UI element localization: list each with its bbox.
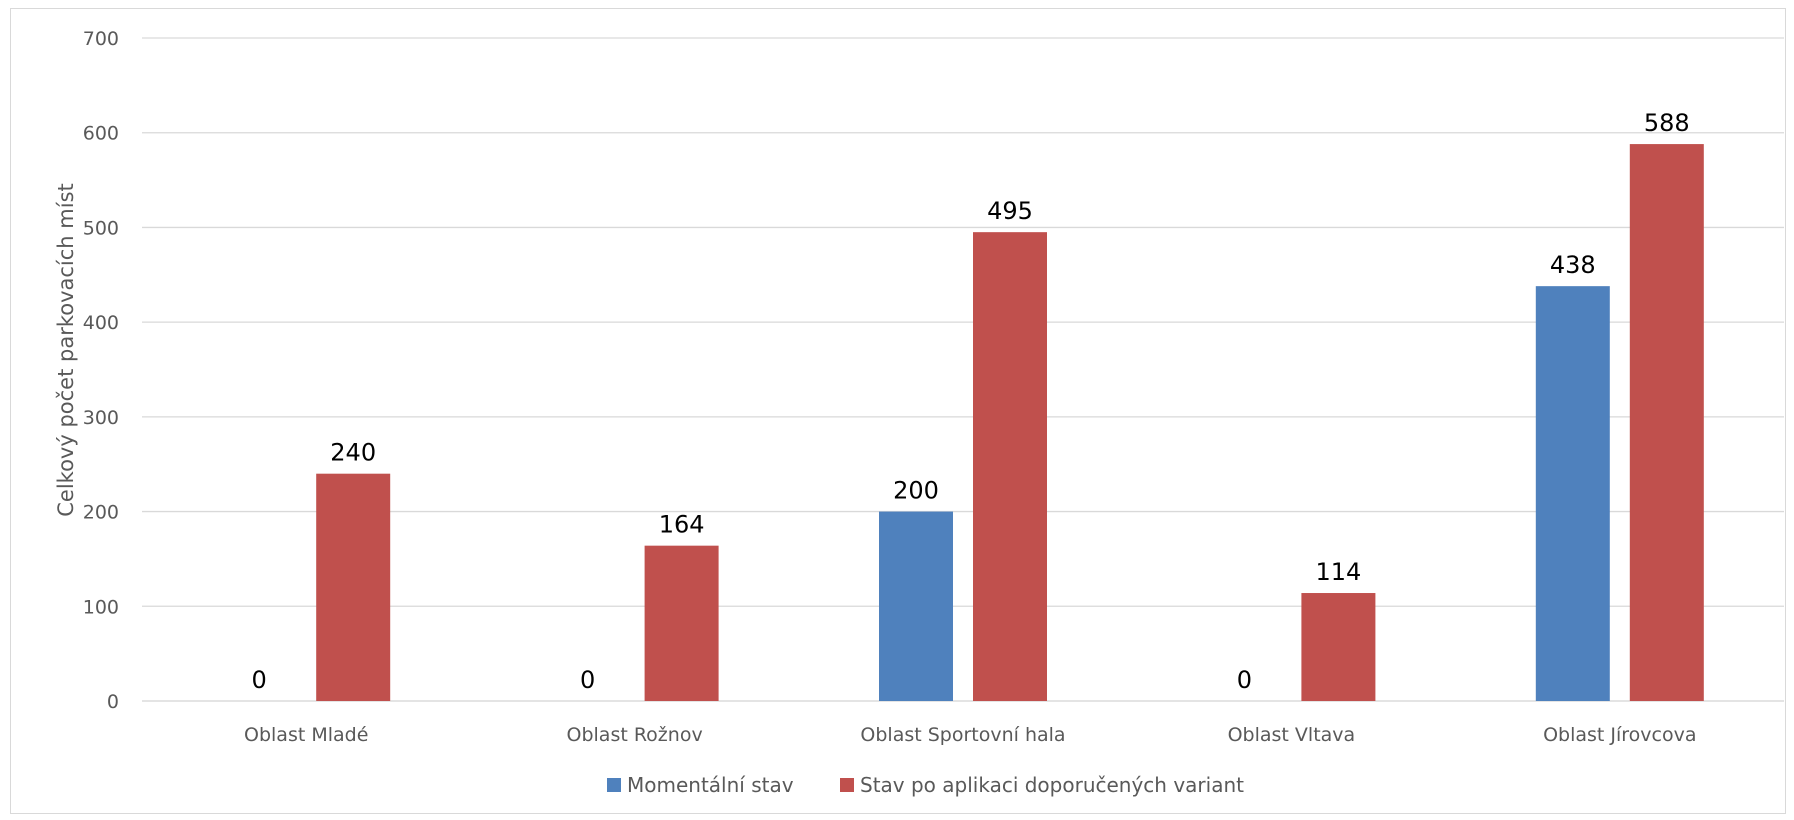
bar — [1301, 593, 1375, 701]
y-axis-title: Celkový počet parkovacích míst — [54, 183, 78, 517]
bar — [879, 512, 953, 701]
data-label: 200 — [893, 477, 939, 505]
y-tick-label: 400 — [83, 312, 119, 334]
x-tick-label: Oblast Sportovní hala — [860, 724, 1065, 746]
bar — [645, 546, 719, 701]
x-tick-label: Oblast Jírovcova — [1543, 724, 1696, 746]
legend-swatch — [607, 778, 621, 792]
data-label: 114 — [1315, 558, 1361, 586]
data-label: 588 — [1644, 109, 1690, 137]
x-axis-ticks: Oblast Mladé Oblast Rožnov Oblast Sportovn… — [244, 724, 1697, 746]
data-label: 240 — [330, 439, 376, 467]
bar — [316, 474, 390, 701]
bar — [1536, 286, 1610, 701]
data-label: 0 — [580, 666, 595, 694]
legend: Momentální stav Stav po aplikaci doporuče… — [607, 773, 1244, 797]
y-tick-label: 200 — [83, 502, 119, 524]
y-tick-label: 0 — [107, 691, 119, 713]
legend-label: Stav po aplikaci doporučených variant — [860, 773, 1244, 797]
legend-swatch — [840, 778, 854, 792]
bar — [1630, 144, 1704, 701]
data-label: 164 — [659, 511, 705, 539]
data-label: 495 — [987, 197, 1033, 225]
y-tick-label: 300 — [83, 407, 119, 429]
y-tick-label: 700 — [83, 28, 119, 50]
x-tick-label: Oblast Mladé — [244, 724, 368, 746]
x-tick-label: Oblast Rožnov — [567, 724, 703, 746]
legend-label: Momentální stav — [627, 773, 794, 797]
data-label: 438 — [1550, 251, 1596, 279]
y-tick-label: 100 — [83, 596, 119, 618]
y-tick-label: 600 — [83, 123, 119, 145]
x-tick-label: Oblast Vltava — [1228, 724, 1356, 746]
data-label: 0 — [252, 666, 267, 694]
y-tick-label: 500 — [83, 217, 119, 239]
data-label: 0 — [1237, 666, 1252, 694]
bar — [973, 232, 1047, 701]
y-axis-ticks: 0 100 200 300 400 500 600 700 — [83, 28, 119, 713]
